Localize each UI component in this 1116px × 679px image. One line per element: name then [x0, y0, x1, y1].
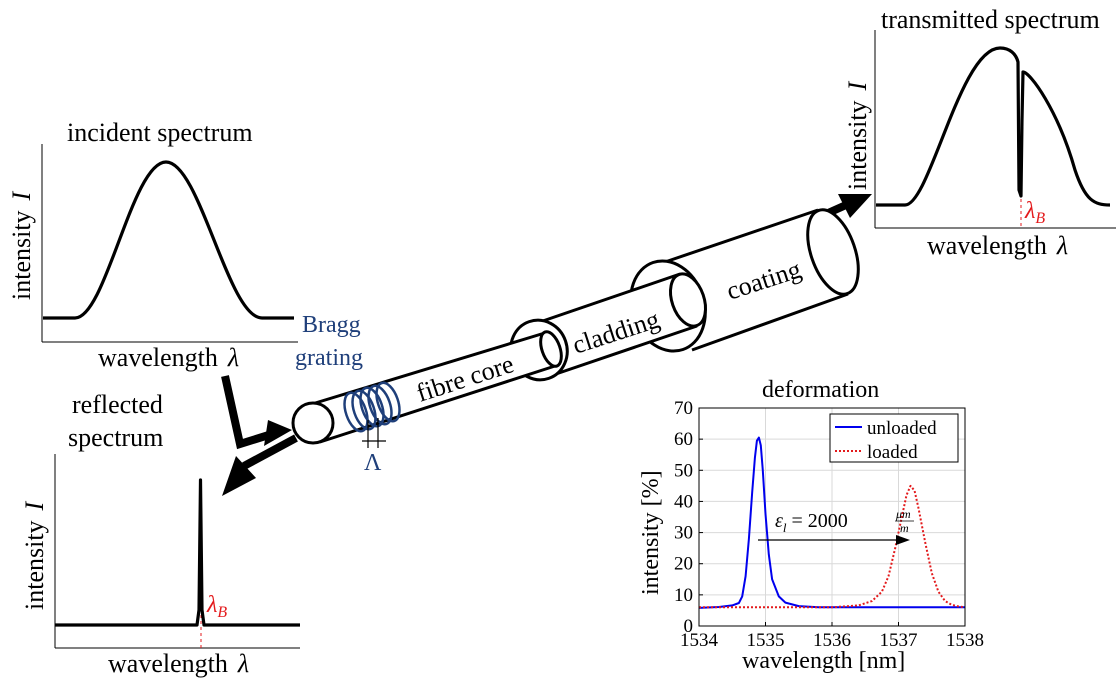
transmitted-title: transmitted spectrum	[881, 5, 1100, 34]
bragg-label-line1: Bragg	[302, 312, 361, 338]
y-tick-label: 10	[674, 585, 693, 606]
core-end	[539, 330, 563, 368]
x-tick-label: 1538	[946, 630, 984, 651]
reflected-title-line2: spectrum	[68, 423, 163, 452]
strain-unit-num: μm	[895, 507, 911, 521]
chart-ylabel: intensity [%]	[638, 470, 664, 595]
reflected-ylabel: intensityI	[20, 500, 49, 610]
x-tick-label: 1537	[880, 630, 918, 651]
reflected-curve	[55, 478, 300, 627]
grating-period-label: Λ	[364, 450, 382, 476]
x-tick-label: 1535	[747, 630, 785, 651]
incident-ylabel: intensityI	[7, 190, 36, 300]
strain-annotation: εl = 2000	[775, 510, 848, 535]
incident-title: incident spectrum	[67, 118, 253, 147]
bragg-label-line2: grating	[295, 345, 363, 371]
strain-unit-den: m	[900, 521, 909, 535]
cladding-top-edge	[533, 272, 681, 326]
transmitted-xlabel: wavelength λ	[927, 231, 1068, 260]
bragg-grating	[343, 381, 401, 433]
incident-arrow-head	[264, 420, 292, 446]
incident-xlabel: wavelength λ	[98, 343, 239, 372]
reflected-arrow-shaft	[242, 434, 298, 470]
chart-legend: unloaded loaded	[829, 413, 959, 463]
y-tick-label: 40	[674, 491, 693, 512]
coating-end	[806, 208, 860, 296]
legend-label-loaded: loaded	[867, 442, 918, 463]
grating-ring	[351, 389, 377, 431]
incident-spectrum-panel: incident spectrum intensityI wavelength λ	[7, 118, 298, 372]
grating-ring	[343, 391, 369, 433]
cladding-bottom-edge	[549, 324, 698, 378]
reflected-bragg-label: λB	[206, 592, 227, 621]
chart-title: deformation	[762, 377, 879, 403]
transmitted-spectrum-panel: transmitted spectrum intensityI waveleng…	[843, 5, 1116, 260]
x-tick-label: 1536	[813, 630, 851, 651]
chart-ticks: 1534 1535 1536 1537 1538 0 10 20 30 40 50 60 70	[674, 398, 984, 651]
transmitted-ylabel: intensityI	[843, 80, 872, 190]
y-tick-label: 20	[674, 554, 693, 575]
chart-series-group	[699, 436, 965, 609]
reflected-spectrum-panel: reflected spectrum intensityI wavelength…	[20, 390, 300, 678]
reflected-xlabel: wavelength λ	[108, 649, 249, 678]
transmitted-arrow-head	[838, 194, 872, 218]
y-tick-label: 70	[674, 398, 693, 419]
y-tick-label: 30	[674, 523, 693, 544]
reflected-arrow-head	[222, 456, 256, 496]
grating-period-marker	[362, 418, 386, 448]
chart-xlabel: wavelength [nm]	[742, 648, 905, 674]
deformation-chart: deformation 1534 1535 1536 1537 1538 0 10 20 30 4…	[638, 377, 984, 674]
y-tick-label: 60	[674, 429, 693, 450]
transmitted-curve	[876, 46, 1111, 207]
incident-curve	[43, 160, 294, 320]
legend-box	[829, 413, 959, 463]
shift-arrow-head	[896, 535, 910, 545]
reflected-title-line1: reflected	[72, 390, 163, 419]
grating-ring	[367, 384, 393, 426]
grating-ring	[375, 381, 401, 423]
coating-top-edge	[664, 208, 819, 264]
cladding-body	[534, 274, 697, 376]
core-bottom-edge	[319, 364, 556, 444]
legend-label-unloaded: unloaded	[867, 418, 937, 439]
core-front-face	[291, 401, 335, 445]
transmitted-bragg-label: λB	[1024, 198, 1045, 227]
coating-bottom-edge	[691, 292, 849, 352]
y-tick-label: 0	[684, 616, 694, 637]
cladding-end	[669, 272, 707, 328]
series-line-loaded	[699, 484, 965, 609]
coating-body	[665, 210, 848, 350]
y-tick-label: 50	[674, 460, 693, 481]
x-tick-label: 1534	[680, 630, 719, 651]
incident-arrow-shaft	[221, 375, 274, 450]
